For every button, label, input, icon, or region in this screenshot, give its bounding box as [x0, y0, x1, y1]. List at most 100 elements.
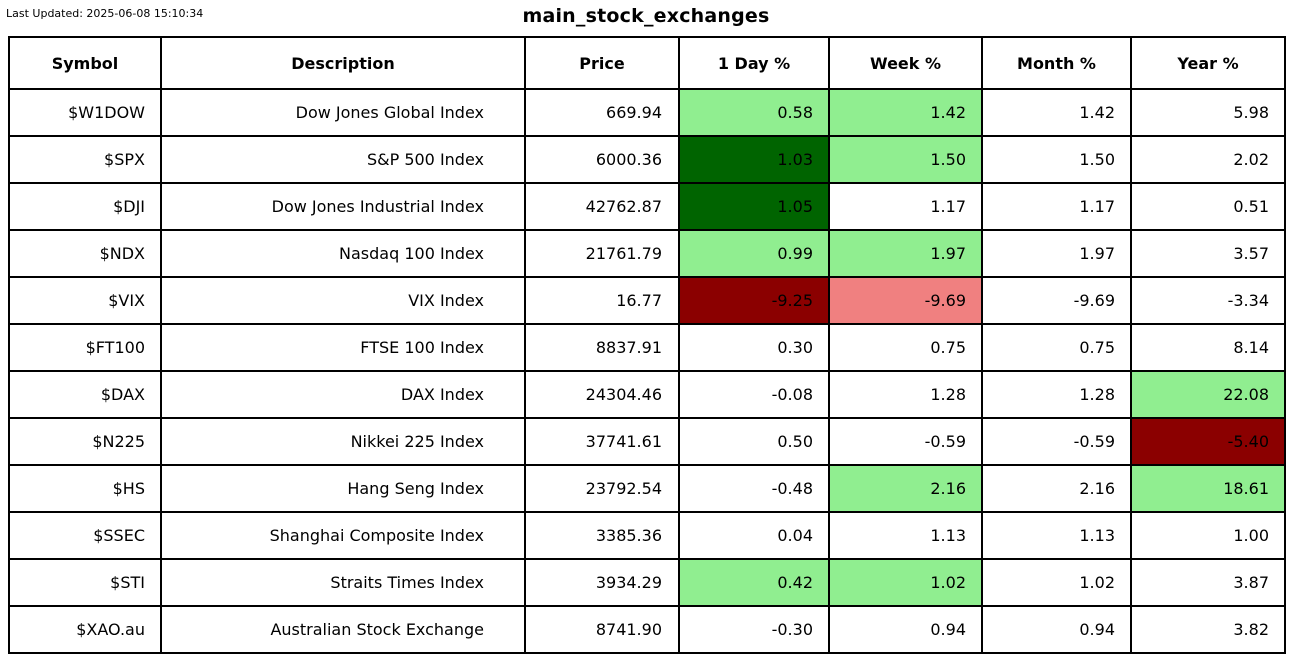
cell-week-pct: 1.02 — [828, 558, 983, 607]
cell-1day-pct: 0.30 — [678, 323, 830, 372]
cell-price: 42762.87 — [524, 182, 680, 231]
cell-symbol: $FT100 — [8, 323, 162, 372]
cell-year-pct: 3.82 — [1130, 605, 1286, 654]
cell-year-pct: 3.87 — [1130, 558, 1286, 607]
cell-week-pct: 1.97 — [828, 229, 983, 278]
cell-1day-pct: 0.04 — [678, 511, 830, 560]
cell-year-pct: 8.14 — [1130, 323, 1286, 372]
cell-month-pct: 1.50 — [981, 135, 1132, 184]
cell-year-pct: 0.51 — [1130, 182, 1286, 231]
cell-month-pct: 0.94 — [981, 605, 1132, 654]
cell-month-pct: -9.69 — [981, 276, 1132, 325]
cell-1day-pct: -0.08 — [678, 370, 830, 419]
cell-year-pct: 1.00 — [1130, 511, 1286, 560]
cell-year-pct: 18.61 — [1130, 464, 1286, 513]
cell-month-pct: 1.28 — [981, 370, 1132, 419]
cell-week-pct: 1.50 — [828, 135, 983, 184]
table-row: $W1DOW Dow Jones Global Index 669.94 0.58 1.… — [8, 88, 1286, 137]
cell-year-pct: 3.57 — [1130, 229, 1286, 278]
cell-year-pct: 5.98 — [1130, 88, 1286, 137]
cell-week-pct: 1.13 — [828, 511, 983, 560]
cell-1day-pct: 0.58 — [678, 88, 830, 137]
column-header-month-pct: Month % — [981, 36, 1132, 90]
cell-1day-pct: -0.30 — [678, 605, 830, 654]
table-row: $DAX DAX Index 24304.46 -0.08 1.28 1.28 22.08 — [8, 370, 1286, 419]
cell-week-pct: -0.59 — [828, 417, 983, 466]
table-row: $NDX Nasdaq 100 Index 21761.79 0.99 1.97 1.97… — [8, 229, 1286, 278]
table-row: $SPX S&P 500 Index 6000.36 1.03 1.50 1.50 2.02 — [8, 135, 1286, 184]
cell-symbol: $SPX — [8, 135, 162, 184]
cell-symbol: $XAO.au — [8, 605, 162, 654]
table-row: $VIX VIX Index 16.77 -9.25 -9.69 -9.69 -3.34 — [8, 276, 1286, 325]
cell-month-pct: 1.17 — [981, 182, 1132, 231]
cell-month-pct: 2.16 — [981, 464, 1132, 513]
cell-description: Nikkei 225 Index — [160, 417, 526, 466]
cell-description: Nasdaq 100 Index — [160, 229, 526, 278]
cell-1day-pct: 0.99 — [678, 229, 830, 278]
last-updated-label: Last Updated: 2025-06-08 15:10:34 — [6, 7, 204, 20]
cell-year-pct: 2.02 — [1130, 135, 1286, 184]
table-row: $SSEC Shanghai Composite Index 3385.36 0.04… — [8, 511, 1286, 560]
cell-month-pct: 1.97 — [981, 229, 1132, 278]
cell-symbol: $STI — [8, 558, 162, 607]
cell-week-pct: 2.16 — [828, 464, 983, 513]
cell-symbol: $NDX — [8, 229, 162, 278]
cell-month-pct: 0.75 — [981, 323, 1132, 372]
table-header-row: Symbol Description Price 1 Day % Week % Month… — [8, 36, 1286, 90]
cell-description: S&P 500 Index — [160, 135, 526, 184]
cell-1day-pct: 0.42 — [678, 558, 830, 607]
cell-description: Australian Stock Exchange — [160, 605, 526, 654]
table-row: $HS Hang Seng Index 23792.54 -0.48 2.16 2.16 1… — [8, 464, 1286, 513]
cell-week-pct: 0.94 — [828, 605, 983, 654]
cell-description: Straits Times Index — [160, 558, 526, 607]
cell-symbol: $VIX — [8, 276, 162, 325]
cell-year-pct: -5.40 — [1130, 417, 1286, 466]
cell-1day-pct: -0.48 — [678, 464, 830, 513]
table-row: $DJI Dow Jones Industrial Index 42762.87 1.… — [8, 182, 1286, 231]
cell-symbol: $HS — [8, 464, 162, 513]
column-header-symbol: Symbol — [8, 36, 162, 90]
cell-symbol: $DAX — [8, 370, 162, 419]
cell-week-pct: 1.42 — [828, 88, 983, 137]
cell-symbol: $W1DOW — [8, 88, 162, 137]
cell-description: DAX Index — [160, 370, 526, 419]
column-header-year-pct: Year % — [1130, 36, 1286, 90]
cell-year-pct: 22.08 — [1130, 370, 1286, 419]
cell-month-pct: 1.42 — [981, 88, 1132, 137]
cell-price: 3934.29 — [524, 558, 680, 607]
cell-week-pct: 1.28 — [828, 370, 983, 419]
cell-1day-pct: -9.25 — [678, 276, 830, 325]
cell-month-pct: -0.59 — [981, 417, 1132, 466]
cell-price: 24304.46 — [524, 370, 680, 419]
cell-price: 6000.36 — [524, 135, 680, 184]
cell-price: 8837.91 — [524, 323, 680, 372]
column-header-1day-pct: 1 Day % — [678, 36, 830, 90]
cell-symbol: $N225 — [8, 417, 162, 466]
cell-price: 3385.36 — [524, 511, 680, 560]
cell-1day-pct: 0.50 — [678, 417, 830, 466]
cell-month-pct: 1.13 — [981, 511, 1132, 560]
stock-exchanges-table: Symbol Description Price 1 Day % Week % Month… — [8, 36, 1286, 654]
cell-month-pct: 1.02 — [981, 558, 1132, 607]
cell-week-pct: 0.75 — [828, 323, 983, 372]
cell-price: 21761.79 — [524, 229, 680, 278]
cell-price: 37741.61 — [524, 417, 680, 466]
table-row: $XAO.au Australian Stock Exchange 8741.90-… — [8, 605, 1286, 654]
table-row: $FT100 FTSE 100 Index 8837.91 0.30 0.75 0.75 8… — [8, 323, 1286, 372]
cell-symbol: $SSEC — [8, 511, 162, 560]
column-header-week-pct: Week % — [828, 36, 983, 90]
cell-week-pct: -9.69 — [828, 276, 983, 325]
cell-description: FTSE 100 Index — [160, 323, 526, 372]
cell-description: Dow Jones Industrial Index — [160, 182, 526, 231]
cell-description: VIX Index — [160, 276, 526, 325]
cell-description: Shanghai Composite Index — [160, 511, 526, 560]
cell-1day-pct: 1.03 — [678, 135, 830, 184]
page-title: main_stock_exchanges — [522, 5, 770, 27]
column-header-description: Description — [160, 36, 526, 90]
cell-symbol: $DJI — [8, 182, 162, 231]
table-row: $N225 Nikkei 225 Index 37741.61 0.50 -0.59 -0… — [8, 417, 1286, 466]
table-row: $STI Straits Times Index 3934.29 0.42 1.02 1.… — [8, 558, 1286, 607]
cell-description: Hang Seng Index — [160, 464, 526, 513]
cell-price: 8741.90 — [524, 605, 680, 654]
